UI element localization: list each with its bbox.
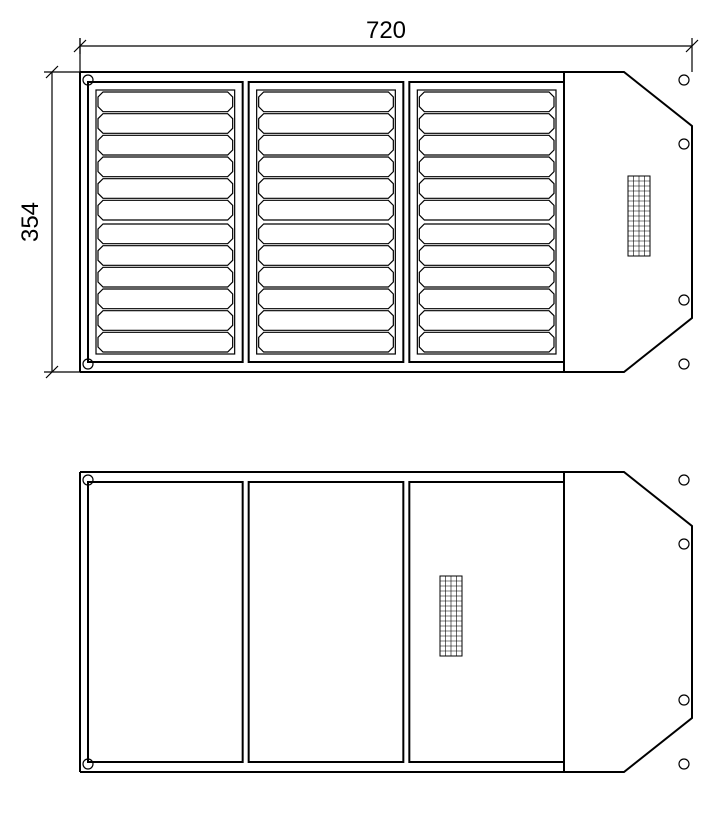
eyelet-icon [679,359,689,369]
eyelet-icon [679,75,689,85]
eyelet-icon [679,539,689,549]
eyelet-icon [679,139,689,149]
dimension-width-label: 720 [366,17,406,44]
eyelet-icon [679,759,689,769]
bottom-view [80,472,692,772]
eyelet-icon [679,475,689,485]
dimension-height-label: 354 [17,202,44,242]
eyelet-icon [679,695,689,705]
eyelet-icon [679,295,689,305]
top-view [80,72,692,372]
